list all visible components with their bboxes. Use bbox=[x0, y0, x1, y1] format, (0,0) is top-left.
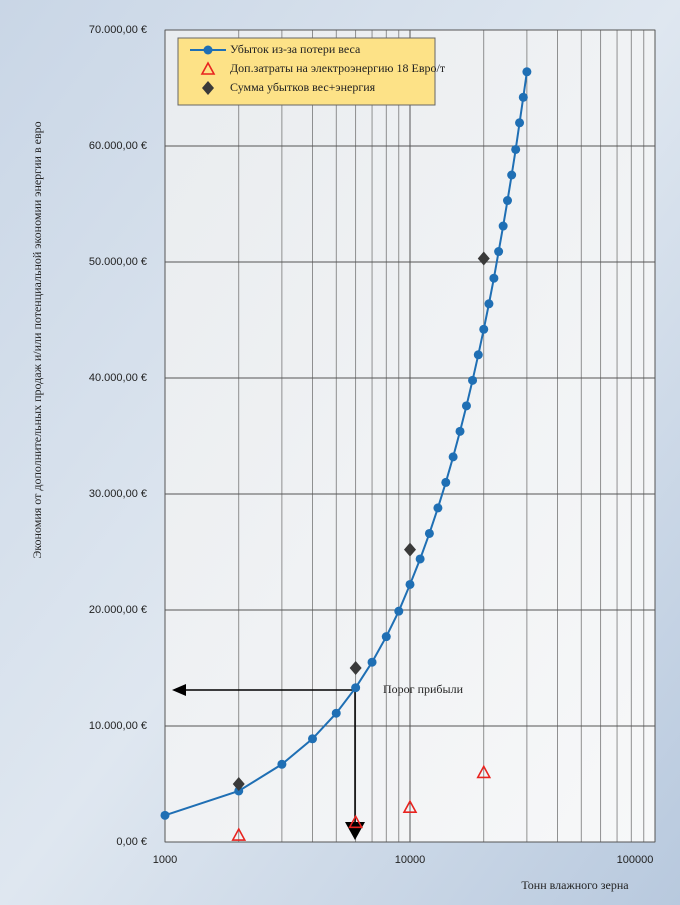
point bbox=[351, 683, 361, 693]
point bbox=[473, 350, 483, 360]
point bbox=[484, 299, 494, 309]
point bbox=[461, 401, 471, 411]
point bbox=[515, 118, 525, 128]
point bbox=[494, 247, 504, 257]
point bbox=[231, 827, 247, 841]
x-tick-label: 1000 bbox=[153, 854, 177, 866]
point bbox=[348, 814, 363, 829]
point bbox=[160, 810, 170, 820]
point bbox=[441, 477, 451, 487]
y-tick-label: 0,00 € bbox=[116, 836, 147, 848]
y-tick-label: 20.000,00 € bbox=[89, 604, 147, 616]
point bbox=[405, 579, 415, 589]
point bbox=[511, 144, 521, 154]
point bbox=[448, 452, 458, 462]
x-tick-label: 100000 bbox=[617, 854, 654, 866]
x-tick-label: 10000 bbox=[395, 854, 426, 866]
annotation: Порог прибыли bbox=[383, 682, 464, 696]
point bbox=[433, 503, 443, 513]
point bbox=[455, 426, 465, 436]
point bbox=[476, 764, 492, 779]
point bbox=[402, 799, 418, 813]
y-tick-label: 50.000,00 € bbox=[89, 256, 147, 268]
point bbox=[331, 708, 341, 718]
point bbox=[498, 221, 508, 231]
legend-label: Убыток из-за потери веса bbox=[230, 42, 361, 56]
point bbox=[349, 661, 362, 675]
point bbox=[468, 375, 478, 385]
point bbox=[522, 67, 532, 77]
point bbox=[381, 632, 391, 642]
legend-label: Доп.затраты на электроэнергию 18 Евро/т bbox=[230, 61, 446, 75]
point bbox=[394, 606, 404, 616]
y-tick-label: 40.000,00 € bbox=[89, 372, 147, 384]
point bbox=[277, 759, 287, 769]
legend-label: Сумма убытков вес+энергия bbox=[230, 80, 376, 94]
x-axis-title: Тонн влажного зерна bbox=[521, 878, 629, 892]
y-tick-label: 30.000,00 € bbox=[89, 488, 147, 500]
point bbox=[424, 528, 434, 538]
legend-marker bbox=[202, 81, 214, 95]
point bbox=[502, 196, 512, 206]
y-axis-title: Экономия от дополнительных продаж и/или … bbox=[30, 121, 44, 558]
point bbox=[479, 324, 489, 334]
point bbox=[415, 554, 425, 564]
legend-marker bbox=[203, 45, 213, 55]
point bbox=[489, 273, 499, 283]
point bbox=[404, 542, 416, 557]
y-tick-label: 70.000,00 € bbox=[89, 24, 147, 36]
point bbox=[518, 92, 528, 102]
arrow-head bbox=[172, 684, 186, 696]
point bbox=[308, 734, 318, 744]
legend-marker bbox=[200, 61, 216, 75]
point bbox=[477, 251, 490, 266]
y-tick-label: 10.000,00 € bbox=[89, 720, 147, 732]
point bbox=[232, 777, 245, 791]
y-tick-label: 60.000,00 € bbox=[89, 140, 147, 152]
point bbox=[507, 170, 517, 180]
point bbox=[367, 657, 377, 667]
